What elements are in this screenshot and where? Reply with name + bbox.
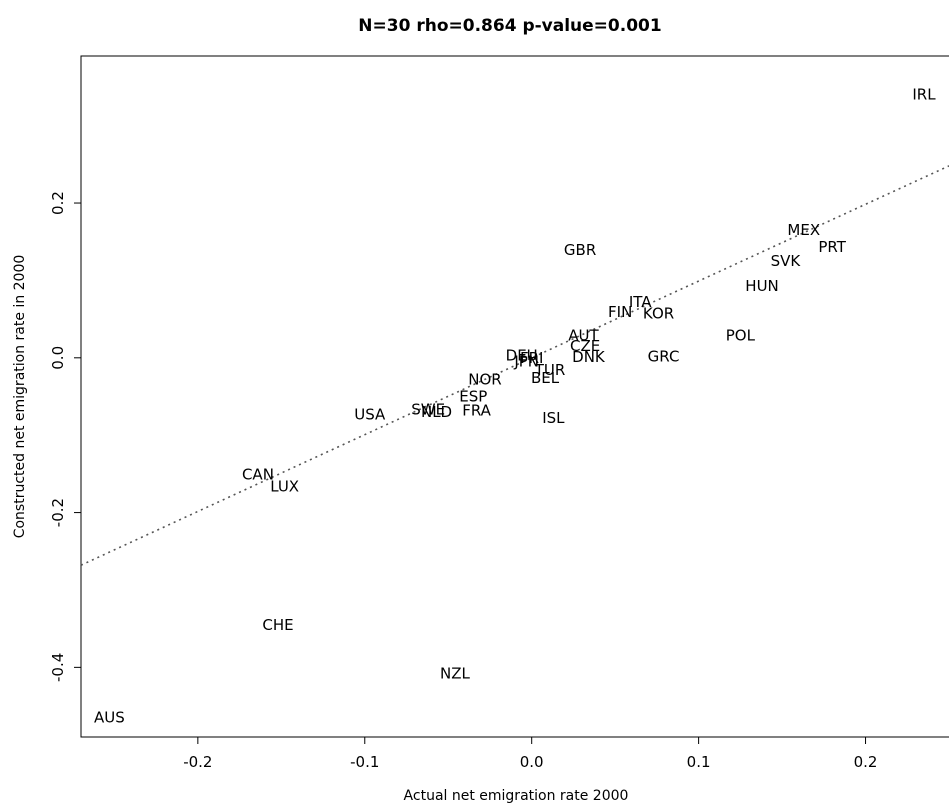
point-label-usa: USA: [354, 405, 386, 423]
point-label-isl: ISL: [542, 409, 565, 427]
x-axis-label: Actual net emigration rate 2000: [404, 788, 629, 804]
point-label-pol: POL: [726, 326, 756, 344]
point-label-aut: AUT: [568, 326, 599, 344]
y-tick-label: -0.4: [49, 653, 67, 682]
x-tick-label: 0.2: [854, 753, 878, 771]
point-label-fra: FRA: [462, 401, 491, 419]
y-tick-label: 0.0: [49, 346, 67, 370]
point-label-irl: IRL: [912, 86, 936, 104]
point-label-che: CHE: [262, 616, 293, 634]
point-label-deu: DEU: [506, 346, 538, 364]
point-label-fri: FRI: [520, 349, 543, 367]
x-axis: -0.2 -0.1 0.0 0.1 0.2: [183, 737, 877, 771]
point-label-prt: PRT: [818, 238, 846, 256]
plot-frame: [80, 55, 949, 738]
point-label-dnk: DNK: [572, 348, 606, 366]
point-label-can: CAN: [242, 466, 274, 484]
x-tick-label: 0.1: [687, 753, 711, 771]
y-tick-label: 0.2: [49, 191, 67, 215]
point-label-nld: NLD: [421, 403, 452, 421]
point-label-bel: BEL: [531, 369, 560, 387]
x-tick-label: 0.0: [520, 753, 544, 771]
point-label-hun: HUN: [745, 277, 778, 295]
point-label-cze: CZE: [570, 337, 600, 355]
point-label-lux: LUX: [270, 477, 299, 495]
point-label-grc: GRC: [648, 347, 680, 365]
point-label-nor: NOR: [468, 370, 501, 388]
y-axis-label: Constructed net emigration rate in 2000: [12, 255, 28, 539]
x-tick-label: -0.1: [350, 753, 379, 771]
point-label-nzl: NZL: [440, 665, 470, 683]
x-tick-label: -0.2: [183, 753, 212, 771]
point-label-kor: KOR: [643, 305, 674, 323]
point-label-aus: AUS: [94, 709, 125, 727]
y-axis: -0.4 -0.2 0.0 0.2: [49, 191, 81, 682]
point-label-swe: SWE: [411, 401, 445, 419]
point-label-ita: ITA: [629, 293, 652, 311]
point-label-fin: FIN: [608, 303, 632, 321]
point-label-svk: SVK: [771, 252, 802, 270]
point-label-jpn: JPN: [513, 353, 539, 371]
point-label-mex: MEX: [787, 221, 820, 239]
point-label-tur: TUR: [534, 361, 566, 379]
y-tick-label: -0.2: [49, 498, 67, 527]
chart-title: N=30 rho=0.864 p-value=0.001: [358, 16, 661, 36]
point-label-esp: ESP: [459, 388, 487, 406]
point-label-gbr: GBR: [564, 241, 596, 259]
